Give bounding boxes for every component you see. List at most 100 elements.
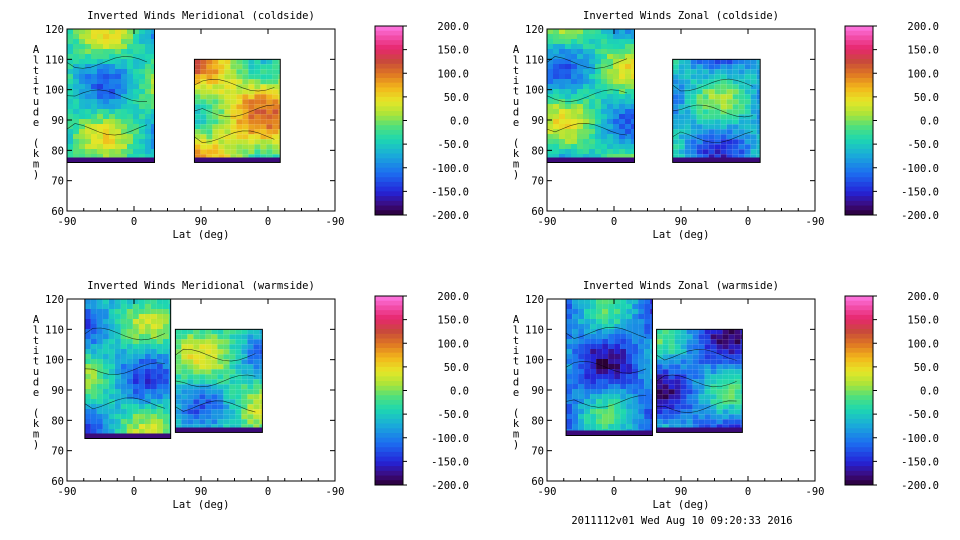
contour-cell <box>686 339 693 345</box>
contour-cell <box>199 359 206 365</box>
y-tick-label: 80 <box>531 145 544 157</box>
contour-cell <box>596 334 603 339</box>
colorbar-label: 100.0 <box>437 68 469 80</box>
contour-cell <box>732 109 739 115</box>
contour-cell <box>583 54 589 59</box>
contour-cell <box>690 64 697 70</box>
contour-cell <box>162 404 169 409</box>
contour-cell <box>571 114 577 119</box>
contour-cell <box>181 389 188 395</box>
contour-cell <box>571 84 577 89</box>
contour-cell <box>708 89 715 95</box>
contour-cell <box>73 94 79 99</box>
contour-cell <box>565 134 571 139</box>
contour-cell <box>181 379 188 385</box>
contour-cell <box>692 414 699 420</box>
contour-cell <box>744 84 751 90</box>
contour-cell <box>686 409 693 415</box>
contour-cell <box>241 364 248 370</box>
contour-cell <box>236 149 243 155</box>
contour-cell <box>224 134 231 140</box>
contour-cell <box>247 384 254 390</box>
contour-cell <box>151 74 155 79</box>
contour-cell <box>254 124 261 130</box>
contour-cell <box>584 419 591 424</box>
contour-cell <box>720 104 727 110</box>
contour-cell <box>229 379 236 385</box>
contour-cell <box>109 44 115 49</box>
contour-cell <box>97 109 103 114</box>
contour-cell <box>710 419 717 425</box>
contour-cell <box>553 84 559 89</box>
contour-cell <box>217 384 224 390</box>
colorbar-band <box>375 395 403 401</box>
contour-cell <box>175 394 182 400</box>
contour-cell <box>626 419 633 424</box>
contour-cell <box>241 369 248 375</box>
contour-cell <box>139 74 145 79</box>
contour-cell <box>662 364 669 370</box>
contour-cell <box>260 129 267 135</box>
contour-cell <box>145 34 151 39</box>
contour-cell <box>175 419 182 425</box>
contour-cell <box>242 114 249 120</box>
contour-cell <box>73 89 79 94</box>
contour-cell <box>84 414 91 419</box>
contour-cell <box>121 114 127 119</box>
contour-cell <box>607 124 613 129</box>
contour-cell <box>199 354 206 360</box>
contour-cell <box>156 384 163 389</box>
contour-cell <box>84 339 91 344</box>
contour-cell <box>686 369 693 375</box>
contour-cell <box>144 349 151 354</box>
contour-line <box>194 104 275 118</box>
contour-cell <box>584 334 591 339</box>
contour-cell <box>714 124 721 130</box>
contour-cell <box>620 354 627 359</box>
contour-cell <box>631 74 635 79</box>
contour-cell <box>728 329 735 335</box>
contour-cell <box>698 369 705 375</box>
contour-cell <box>644 329 651 334</box>
contour-cell <box>662 329 669 335</box>
contour-cell <box>626 309 633 314</box>
contour-cell <box>722 399 729 405</box>
contour-cell <box>217 399 224 405</box>
contour-cell <box>199 419 206 425</box>
contour-cell <box>590 299 597 304</box>
contour-cell <box>620 369 627 374</box>
contour-cell <box>674 334 681 340</box>
contour-cell <box>253 404 260 410</box>
contour-cell <box>650 324 653 329</box>
contour-cell <box>247 419 254 425</box>
data-region <box>656 328 743 433</box>
contour-cell <box>644 374 651 379</box>
colorbar-band <box>845 357 873 363</box>
contour-cell <box>217 409 224 415</box>
contour-cell <box>67 94 73 99</box>
contour-cell <box>607 114 613 119</box>
contour-cell <box>726 94 733 100</box>
contour-cell <box>584 314 591 319</box>
contour-cell <box>254 104 261 110</box>
contour-cell <box>254 149 261 155</box>
contour-cell <box>132 429 139 434</box>
contour-cell <box>138 424 145 429</box>
contour-cell <box>571 94 577 99</box>
contour-cell <box>73 64 79 69</box>
contour-cell <box>638 379 645 384</box>
contour-cell <box>577 84 583 89</box>
contour-cell <box>248 89 255 95</box>
contour-cell <box>193 349 200 355</box>
contour-cell <box>127 104 133 109</box>
contour-cell <box>108 309 115 314</box>
contour-cell <box>668 404 675 410</box>
contour-cell <box>728 394 735 400</box>
contour-cell <box>115 49 121 54</box>
contour-cell <box>638 389 645 394</box>
contour-cell <box>632 339 639 344</box>
contour-cell <box>90 424 97 429</box>
contour-cell <box>607 144 613 149</box>
contour-cell <box>254 69 261 75</box>
contour-cell <box>625 104 631 109</box>
